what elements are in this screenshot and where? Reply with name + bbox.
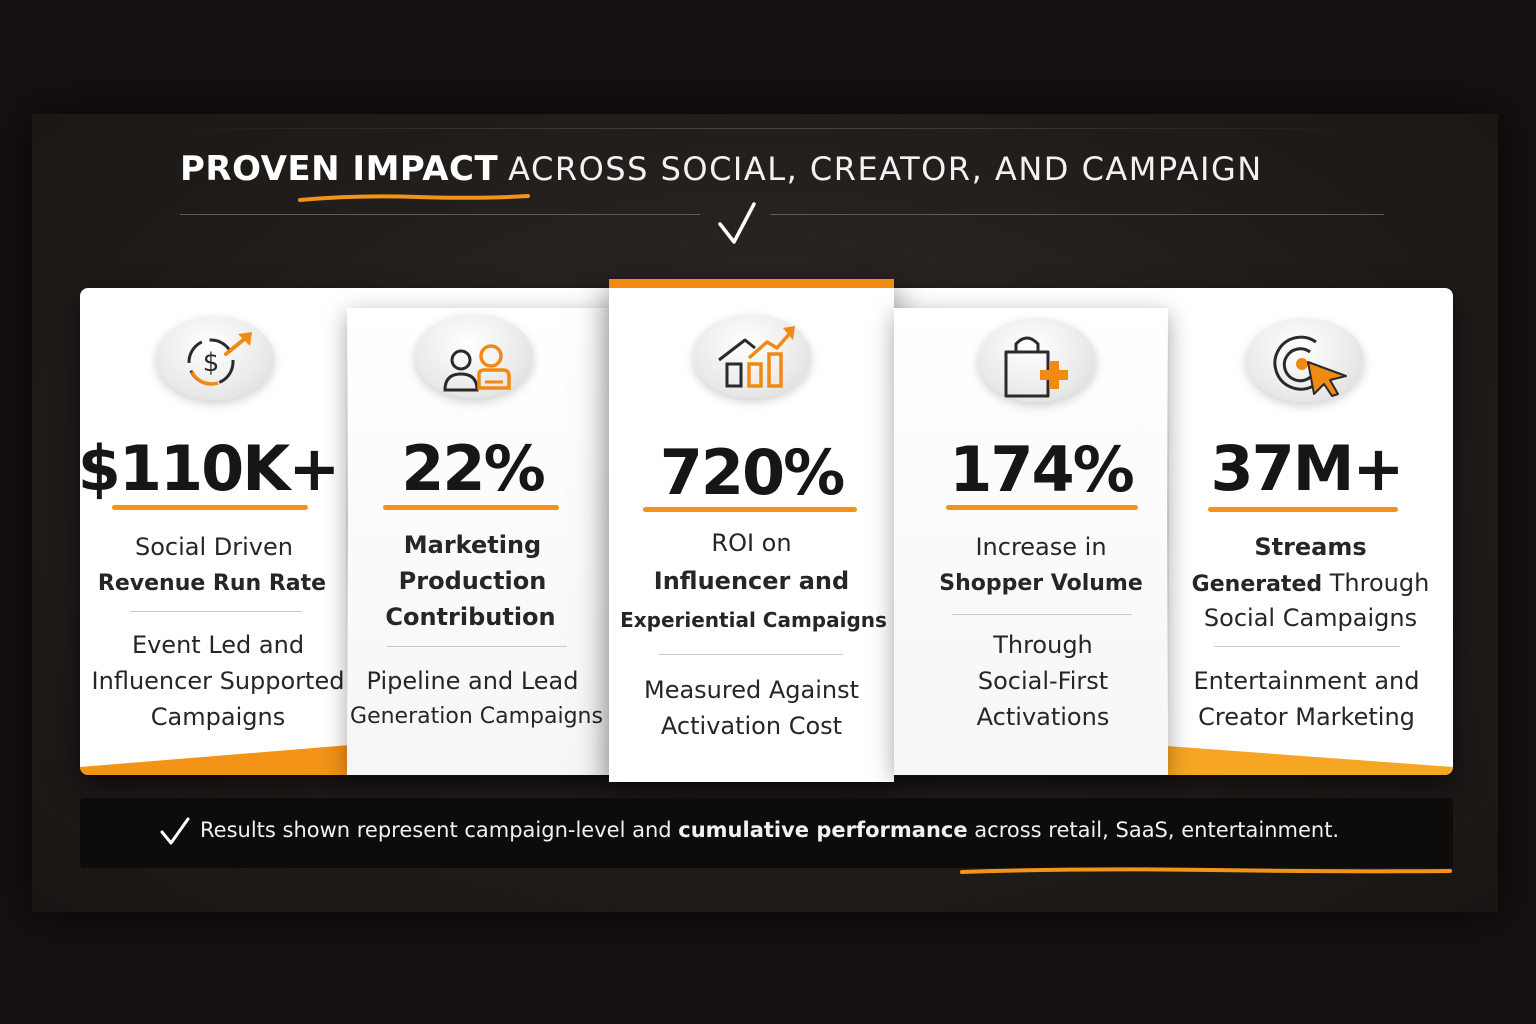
- metric-detail-line: Activation Cost: [660, 712, 843, 740]
- metric-value: 37M+: [1210, 432, 1405, 505]
- metric-label-line: Social Driven: [135, 533, 293, 561]
- metric-label-line: Revenue Run Rate: [97, 571, 327, 596]
- metric-detail-line: Creator Marketing: [1198, 703, 1415, 731]
- metric-card-roi: 720% ROI on Influencer and Experiential …: [609, 279, 894, 782]
- footer-brush-underline: [960, 867, 1452, 874]
- metric-detail-line: Measured Against: [643, 676, 859, 704]
- strip-accent-left: [80, 745, 360, 775]
- metric-label-line: Influencer and: [653, 567, 850, 595]
- metric-label-line: Shopper Volume: [939, 571, 1143, 596]
- value-underline: [946, 505, 1138, 510]
- shopping-bag-plus-icon-badge: [978, 318, 1096, 402]
- metric-detail-line: Through: [993, 631, 1093, 659]
- metric-label-line: Social Campaigns: [1203, 604, 1418, 632]
- checkmark-icon: [718, 202, 756, 244]
- value-underline: [383, 505, 559, 510]
- metric-label-line: Increase in: [975, 533, 1107, 561]
- dollar-growth-icon-badge: $: [156, 316, 274, 400]
- target-cursor-icon-badge: [1246, 318, 1364, 402]
- footer-text-part: across retail, SaaS, entertainment.: [967, 818, 1340, 842]
- footer-text-part: Results shown represent campaign-level a…: [200, 818, 679, 842]
- column-separator: [346, 315, 348, 725]
- card-divider: [1214, 646, 1400, 647]
- metric-value: 174%: [949, 433, 1135, 506]
- svg-text:$: $: [203, 348, 220, 378]
- metric-detail-line: Generation Campaigns: [350, 704, 603, 729]
- metric-label-line-mixed: Generated Through: [1168, 568, 1453, 600]
- dollar-growth-icon: $: [187, 332, 252, 386]
- footer-text-bold: cumulative performance: [678, 818, 968, 842]
- card-divider: [130, 611, 302, 612]
- people-icon: [443, 344, 511, 392]
- metric-detail-line: Activations: [976, 703, 1110, 731]
- metric-label-line: Marketing: [403, 531, 542, 559]
- card-divider: [952, 614, 1132, 615]
- footer-note: Results shown represent campaign-level a…: [200, 815, 1339, 845]
- people-icon-badge: [415, 314, 533, 398]
- metric-value: 720%: [659, 436, 846, 509]
- title-divider-right: [770, 214, 1384, 215]
- metric-detail-line: Social-First: [977, 667, 1109, 695]
- metric-card-production: 22% Marketing Production Contribution Pi…: [347, 308, 610, 775]
- metric-label-line: Contribution: [385, 603, 556, 631]
- footer-bar: Results shown represent campaign-level a…: [80, 798, 1453, 868]
- card-divider: [659, 654, 843, 655]
- label-bold-part: Generated: [1191, 572, 1323, 597]
- growth-chart-icon-badge: [693, 314, 811, 398]
- checkmark-icon: [160, 817, 190, 845]
- metric-detail-line: Entertainment and: [1193, 667, 1420, 695]
- title-bold: PROVEN IMPACT: [180, 149, 499, 189]
- metric-card-revenue: $ $110K+ Social Driven Revenue Run Rate …: [78, 288, 348, 775]
- metric-detail-line: Influencer Supported: [91, 667, 345, 695]
- metric-detail-line: Event Led and: [131, 631, 305, 659]
- growth-chart-icon: [718, 326, 795, 388]
- title-brush-underline: [298, 194, 530, 202]
- metric-label-line: Production: [398, 567, 547, 595]
- metric-label-line: ROI on: [711, 529, 792, 557]
- strip-accent-right: [1153, 745, 1453, 775]
- metric-card-shoppers: 174% Increase in Shopper Volume Through …: [894, 308, 1168, 775]
- value-underline: [1208, 507, 1398, 512]
- value-underline: [643, 507, 857, 512]
- metric-value: $110K+: [77, 432, 341, 505]
- page-title: PROVEN IMPACT ACROSS SOCIAL, CREATOR, AND…: [180, 147, 1360, 191]
- label-regular-part: Through: [1322, 569, 1430, 597]
- shopping-bag-plus-icon: [1004, 336, 1068, 398]
- target-cursor-icon: [1273, 335, 1347, 397]
- metric-card-streams: 37M+ Streams Generated Through Social Ca…: [1168, 288, 1453, 775]
- metric-value: 22%: [401, 432, 545, 505]
- title-divider-left: [180, 214, 700, 215]
- value-underline: [112, 505, 308, 510]
- metric-label-line: Experiential Campaigns: [620, 608, 887, 632]
- metric-label-line: Streams: [1254, 533, 1367, 561]
- metric-detail-line: Campaigns: [150, 703, 286, 731]
- column-separator: [1167, 315, 1169, 725]
- top-rule: [150, 128, 1385, 129]
- title-light: ACROSS SOCIAL, CREATOR, AND CAMPAIGN: [508, 150, 1263, 188]
- card-divider: [387, 646, 567, 647]
- metric-detail-line: Pipeline and Lead: [366, 667, 579, 695]
